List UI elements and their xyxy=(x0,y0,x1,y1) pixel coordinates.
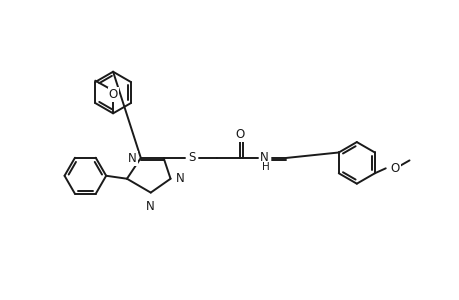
Text: N: N xyxy=(260,152,269,164)
Text: O: O xyxy=(390,162,399,175)
Text: N: N xyxy=(146,200,155,212)
Text: S: S xyxy=(188,152,196,164)
Text: N: N xyxy=(175,172,184,185)
Text: H: H xyxy=(261,162,269,172)
Text: O: O xyxy=(108,88,118,101)
Text: N: N xyxy=(128,152,137,165)
Text: O: O xyxy=(235,128,244,141)
